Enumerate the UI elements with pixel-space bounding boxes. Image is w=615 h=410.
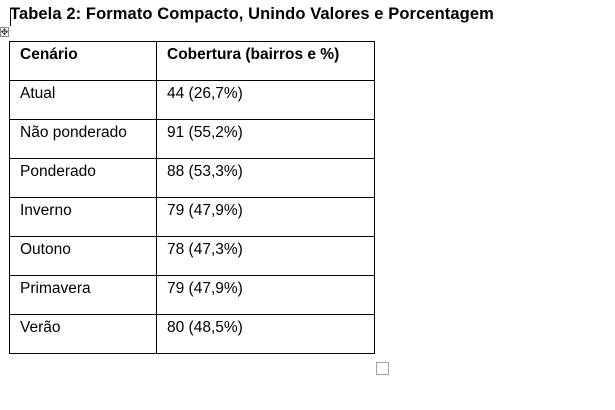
table-cell-scenario[interactable]: Primavera xyxy=(9,275,157,315)
table-cell-coverage[interactable]: 44 (26,7%) xyxy=(156,80,375,120)
table-row: Outono 78 (47,3%) xyxy=(9,236,375,276)
table-cell-scenario[interactable]: Verão xyxy=(9,314,157,354)
header-cell-scenario[interactable]: Cenário xyxy=(9,41,157,81)
table-cell-scenario[interactable]: Inverno xyxy=(9,197,157,237)
table-resize-handle-icon[interactable] xyxy=(376,362,389,375)
table-cell-scenario[interactable]: Outono xyxy=(9,236,157,276)
table-cell-coverage[interactable]: 88 (53,3%) xyxy=(156,158,375,198)
header-cell-coverage[interactable]: Cobertura (bairros e %) xyxy=(156,41,375,81)
table-row: Ponderado 88 (53,3%) xyxy=(9,158,375,198)
table-cell-scenario[interactable]: Atual xyxy=(9,80,157,120)
table-cell-coverage[interactable]: 91 (55,2%) xyxy=(156,119,375,159)
table-row: Atual 44 (26,7%) xyxy=(9,80,375,120)
table-cell-coverage[interactable]: 79 (47,9%) xyxy=(156,197,375,237)
table-header-row: Cenário Cobertura (bairros e %) xyxy=(9,41,375,81)
table-cell-coverage[interactable]: 78 (47,3%) xyxy=(156,236,375,276)
table-row: Verão 80 (48,5%) xyxy=(9,314,375,354)
table-caption: Tabela 2: Formato Compacto, Unindo Valor… xyxy=(10,5,494,23)
data-table: Cenário Cobertura (bairros e %) Atual 44… xyxy=(9,41,375,354)
table-row: Não ponderado 91 (55,2%) xyxy=(9,119,375,159)
table-cell-coverage[interactable]: 80 (48,5%) xyxy=(156,314,375,354)
table-row: Primavera 79 (47,9%) xyxy=(9,275,375,315)
table-row: Inverno 79 (47,9%) xyxy=(9,197,375,237)
table-move-handle-icon[interactable]: ✥ xyxy=(0,26,9,37)
table-cell-scenario[interactable]: Ponderado xyxy=(9,158,157,198)
table-cell-scenario[interactable]: Não ponderado xyxy=(9,119,157,159)
text-cursor xyxy=(10,8,11,26)
table-cell-coverage[interactable]: 79 (47,9%) xyxy=(156,275,375,315)
